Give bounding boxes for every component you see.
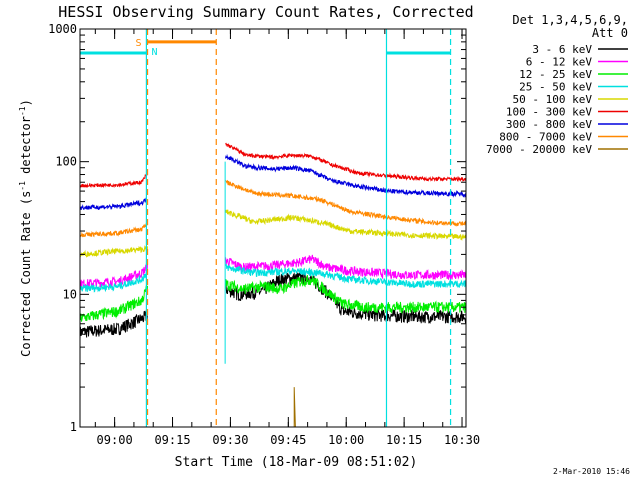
x-tick-label: 10:15 [386, 433, 422, 447]
series-line [293, 387, 296, 428]
series-line [79, 153, 467, 211]
attenuator-overlays: SN [80, 29, 452, 427]
series-line [79, 264, 467, 293]
y-tick-label: 1000 [48, 22, 77, 36]
y-axis-label-part: Corrected Count Rate (s [19, 191, 33, 357]
x-axis-label: Start Time (18-Mar-09 08:51:02) [175, 455, 418, 470]
axes: 1 10 100 1000 09:00 09:15 09:30 09:45 10:00 10:15… [48, 22, 480, 447]
chart-title: HESSI Observing Summary Count Rates, Cor… [58, 3, 473, 21]
legend-header-attenuator: Att 0 [592, 26, 628, 40]
legend-label: 100 - 300 keV [506, 106, 592, 119]
legend-label: 800 - 7000 keV [499, 131, 592, 144]
y-tick-label: 1 [70, 420, 77, 434]
y-axis-label-sup: -1 [18, 181, 27, 191]
s-marker-label: S [136, 38, 142, 49]
y-axis-label-part: detector [19, 116, 33, 181]
legend-label: 25 - 50 keV [519, 81, 592, 94]
x-tick-label: 09:15 [154, 433, 190, 447]
x-tick-label: 09:30 [212, 433, 248, 447]
plot-frame [79, 28, 467, 428]
y-axis-label: Corrected Count Rate (s-1 detector-1) [18, 99, 33, 357]
x-tick-label: 10:30 [444, 433, 480, 447]
y-axis-label-sup: -1 [18, 106, 27, 116]
legend-label: 12 - 25 keV [519, 68, 592, 81]
timestamp: 2-Mar-2010 15:46 [553, 467, 630, 476]
y-tick-label: 10 [63, 287, 77, 301]
series-line [79, 179, 467, 238]
series-line [79, 274, 467, 322]
legend-header-detectors: Det 1,3,4,5,6,9, [512, 13, 628, 27]
legend-label: 6 - 12 keV [526, 56, 593, 69]
legend-label: 300 - 800 keV [506, 118, 592, 131]
count-rate-series [79, 142, 467, 428]
legend-label: 7000 - 20000 keV [486, 143, 592, 156]
series-line [79, 209, 467, 259]
x-tick-label: 09:45 [270, 433, 306, 447]
x-tick-label: 10:00 [328, 433, 364, 447]
series-line [79, 142, 467, 189]
legend-label: 3 - 6 keV [532, 43, 592, 56]
n-marker-label: N [152, 47, 158, 58]
series-line [79, 254, 467, 289]
legend-label: 50 - 100 keV [513, 93, 593, 106]
x-tick-label: 09:00 [97, 433, 133, 447]
y-axis-label-part: ) [19, 99, 33, 106]
y-tick-label: 100 [55, 155, 77, 169]
